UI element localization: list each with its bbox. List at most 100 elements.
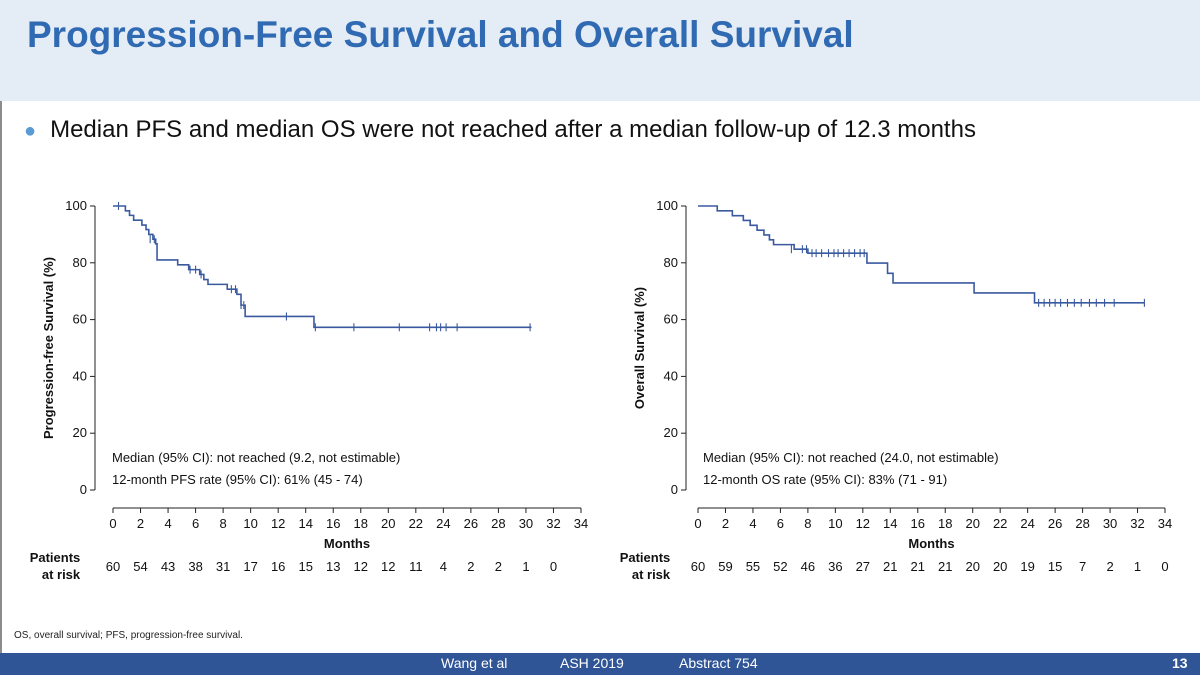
chart2-x-tick-label: 6 (777, 516, 784, 531)
chart2-annotation-median: Median (95% CI): not reached (24.0, not … (703, 450, 999, 465)
chart2-at-risk-count: 60 (691, 559, 705, 574)
slide-left-border (0, 101, 2, 653)
slide-number: 13 (1172, 655, 1188, 671)
chart1-at-risk-count: 2 (495, 559, 502, 574)
chart1-at-risk-count: 15 (298, 559, 312, 574)
chart1-at-risk-count: 2 (467, 559, 474, 574)
chart2-x-tick-label: 8 (804, 516, 811, 531)
chart1-at-risk-count: 13 (326, 559, 340, 574)
chart2-x-tick-label: 10 (828, 516, 842, 531)
chart2-km-curve (698, 205, 1145, 304)
chart2-y-tick-label: 0 (671, 482, 678, 497)
chart1-x-tick-label: 0 (109, 516, 116, 531)
chart2-x-tick-label: 16 (911, 516, 925, 531)
chart2-at-risk-count: 21 (938, 559, 952, 574)
chart1-annotation-median: Median (95% CI): not reached (9.2, not e… (112, 450, 400, 465)
chart1-y-tick-label: 80 (73, 255, 87, 270)
chart1-at-risk-count: 11 (409, 559, 423, 574)
chart2-at-risk-count: 20 (965, 559, 979, 574)
chart2-x-tick-label: 26 (1048, 516, 1062, 531)
chart2-at-risk-count: 21 (883, 559, 897, 574)
chart1-annotation-rate: 12-month PFS rate (95% CI): 61% (45 - 74… (112, 472, 363, 487)
chart1-at-risk-count: 16 (271, 559, 285, 574)
chart1-x-tick-label: 24 (436, 516, 450, 531)
chart2-x-tick-label: 0 (694, 516, 701, 531)
chart1-x-tick-label: 26 (464, 516, 478, 531)
chart1-x-tick-label: 18 (354, 516, 368, 531)
chart2-x-tick-label: 28 (1075, 516, 1089, 531)
chart2-y-tick-label: 40 (664, 368, 678, 383)
chart2-y-axis-title: Overall Survival (%) (632, 287, 647, 409)
chart2-at-risk-count: 52 (773, 559, 787, 574)
chart1-y-tick-label: 20 (73, 425, 87, 440)
chart1-at-risk-count: 17 (243, 559, 257, 574)
chart1-x-tick-label: 4 (164, 516, 171, 531)
chart2-x-axis-title: Months (908, 536, 954, 551)
bullet-item: ● Median PFS and median OS were not reach… (24, 116, 976, 144)
bullet-text: Median PFS and median OS were not reache… (50, 116, 976, 143)
chart1-at-risk-count: 12 (381, 559, 395, 574)
chart1-y-tick-label: 40 (73, 368, 87, 383)
chart2-y-tick-label: 80 (664, 255, 678, 270)
footer-bar: Wang et al ASH 2019 Abstract 754 13 (0, 653, 1200, 675)
chart2-at-risk-count: 15 (1048, 559, 1062, 574)
chart2-x-tick-label: 20 (965, 516, 979, 531)
chart1-y-tick-label: 60 (73, 312, 87, 327)
chart1-x-tick-label: 14 (298, 516, 312, 531)
footer-meeting: ASH 2019 (560, 655, 624, 671)
chart1-x-tick-label: 22 (409, 516, 423, 531)
chart2-at-risk-count: 19 (1020, 559, 1034, 574)
chart1-x-tick-label: 28 (491, 516, 505, 531)
chart1-x-axis-title: Months (324, 536, 370, 551)
chart2-at-risk-count: 0 (1161, 559, 1168, 574)
footer-abstract: Abstract 754 (679, 655, 758, 671)
chart1-risk-label-line1: Patients (30, 550, 81, 565)
chart1-at-risk-count: 31 (216, 559, 230, 574)
chart2-x-tick-label: 12 (856, 516, 870, 531)
chart2-x-tick-label: 22 (993, 516, 1007, 531)
chart2-x-tick-label: 2 (722, 516, 729, 531)
chart2-y-tick-label: 20 (664, 425, 678, 440)
bullet-dot-icon: ● (24, 120, 37, 142)
chart1-at-risk-count: 60 (106, 559, 120, 574)
chart1-x-tick-label: 32 (546, 516, 560, 531)
chart2-x-tick-label: 14 (883, 516, 897, 531)
chart2-x-tick-label: 18 (938, 516, 952, 531)
chart1-x-tick-label: 2 (137, 516, 144, 531)
chart1-y-tick-label: 100 (65, 198, 87, 213)
chart2-at-risk-count: 46 (801, 559, 815, 574)
chart1-x-tick-label: 34 (574, 516, 588, 531)
chart1-y-axis-title: Progression-free Survival (%) (41, 257, 56, 439)
chart2-x-tick-label: 4 (749, 516, 756, 531)
chart1-y-tick-label: 0 (80, 482, 87, 497)
chart2-at-risk-count: 20 (993, 559, 1007, 574)
chart1-x-tick-label: 16 (326, 516, 340, 531)
chart1-x-tick-label: 12 (271, 516, 285, 531)
chart2-at-risk-count: 36 (828, 559, 842, 574)
chart1-x-tick-label: 30 (519, 516, 533, 531)
slide-title: Progression-Free Survival and Overall Su… (27, 14, 854, 55)
chart2-at-risk-count: 27 (856, 559, 870, 574)
footnote: OS, overall survival; PFS, progression-f… (14, 630, 243, 641)
chart1-at-risk-count: 1 (522, 559, 529, 574)
chart2-y-tick-label: 60 (664, 312, 678, 327)
chart2-at-risk-count: 55 (746, 559, 760, 574)
chart1-km-curve (113, 205, 532, 329)
chart1-at-risk-count: 43 (161, 559, 175, 574)
chart1-at-risk-count: 38 (188, 559, 202, 574)
chart2-y-tick-label: 100 (656, 198, 678, 213)
chart1-risk-label-line2: at risk (42, 567, 81, 582)
chart1-at-risk-count: 12 (354, 559, 368, 574)
chart1-at-risk-count: 4 (440, 559, 447, 574)
chart1-at-risk-count: 0 (550, 559, 557, 574)
chart1-x-tick-label: 10 (243, 516, 257, 531)
chart2-x-tick-label: 30 (1103, 516, 1117, 531)
chart1-x-tick-label: 8 (220, 516, 227, 531)
chart2-at-risk-count: 2 (1106, 559, 1113, 574)
chart1-at-risk-count: 54 (133, 559, 147, 574)
chart2-risk-label-line2: at risk (632, 567, 671, 582)
chart2-x-tick-label: 32 (1130, 516, 1144, 531)
chart2-at-risk-count: 1 (1134, 559, 1141, 574)
chart1-x-tick-label: 6 (192, 516, 199, 531)
